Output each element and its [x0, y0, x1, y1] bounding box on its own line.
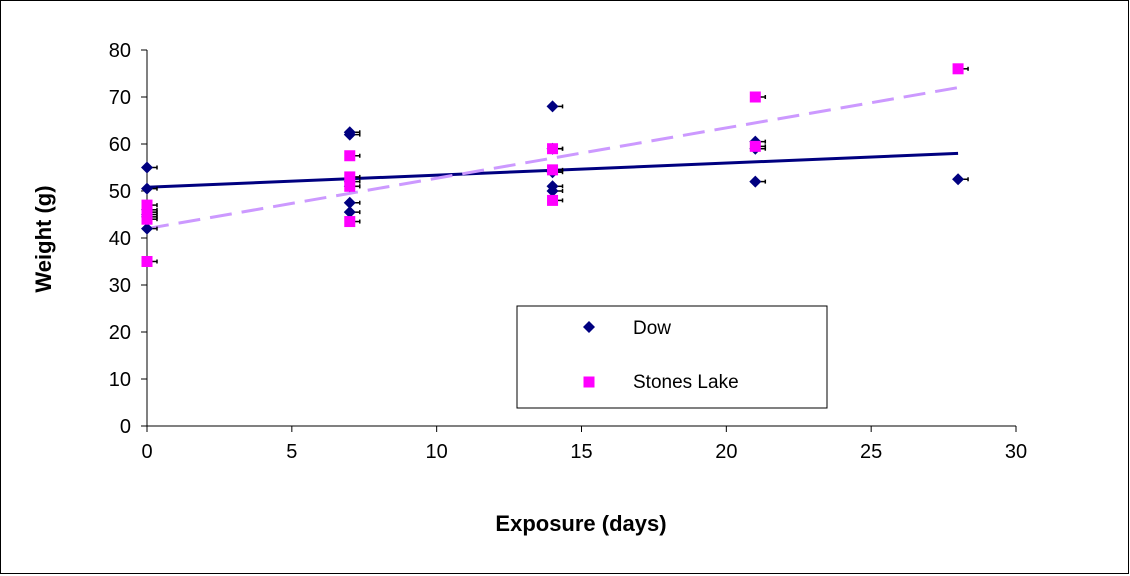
data-point-stones-lake [952, 63, 964, 75]
data-point-stones-lake [141, 213, 153, 225]
data-point-stones-lake [749, 91, 761, 103]
data-point-stones-lake [344, 216, 356, 228]
data-point-dow [141, 222, 153, 235]
axes: 0 5 10 15 20 25 30 0 10 20 30 40 50 60 70 80 [109, 40, 1027, 463]
legend-marker-stones-lake [583, 376, 595, 388]
data-point-stones-lake [344, 171, 356, 183]
data-point-dow [343, 206, 356, 219]
data-point-dow [141, 161, 153, 174]
data-point-dow [546, 100, 559, 113]
x-axis-title: Exposure (days) [495, 511, 666, 536]
x-tick-label: 30 [1005, 441, 1027, 463]
data-point-dow [343, 128, 356, 141]
data-point-dow [749, 175, 762, 188]
data-point-stones-lake [141, 206, 153, 218]
x-tick-label: 5 [286, 441, 297, 463]
trendline-stones-lake [146, 86, 959, 231]
legend-box [516, 305, 828, 409]
y-tick-label: 50 [109, 181, 131, 203]
data-points [141, 63, 969, 267]
data-point-stones-lake [547, 143, 559, 155]
data-point-dow [546, 185, 559, 197]
x-tick-label: 10 [426, 441, 448, 463]
x-tick-label: 0 [141, 441, 152, 463]
data-point-dow [141, 182, 153, 195]
y-tick-label: 70 [109, 87, 131, 109]
data-point-stones-lake [749, 140, 761, 152]
legend-symbol-stones-lake [583, 376, 595, 388]
y-tick-label: 0 [120, 416, 131, 438]
y-axis-title: Weight (g) [31, 185, 56, 292]
x-tick-label: 20 [715, 441, 737, 463]
legend-marker-dow [583, 321, 595, 333]
y-tick-label: 10 [109, 369, 131, 391]
legend-label-dow: Dow [633, 318, 671, 339]
data-point-stones-lake [344, 150, 356, 162]
data-point-stones-lake [547, 164, 559, 176]
legend-label-stones-lake: Stones Lake [633, 372, 739, 393]
data-point-stones-lake [141, 199, 153, 211]
data-point-stones-lake [141, 256, 153, 267]
legend-symbol-dow [583, 321, 595, 333]
x-tick-label: 25 [860, 441, 882, 463]
data-point-stones-lake [547, 194, 559, 206]
y-tick-label: 40 [109, 228, 131, 250]
y-tick-label: 80 [109, 40, 131, 62]
y-tick-label: 60 [109, 134, 131, 156]
y-tick-label: 30 [109, 275, 131, 297]
data-point-dow [952, 173, 965, 186]
data-point-dow [343, 196, 356, 209]
y-tick-label: 20 [109, 322, 131, 344]
data-point-stones-lake [344, 180, 356, 192]
x-tick-label: 15 [570, 441, 592, 463]
legend: Dow Stones Lake [516, 305, 828, 409]
